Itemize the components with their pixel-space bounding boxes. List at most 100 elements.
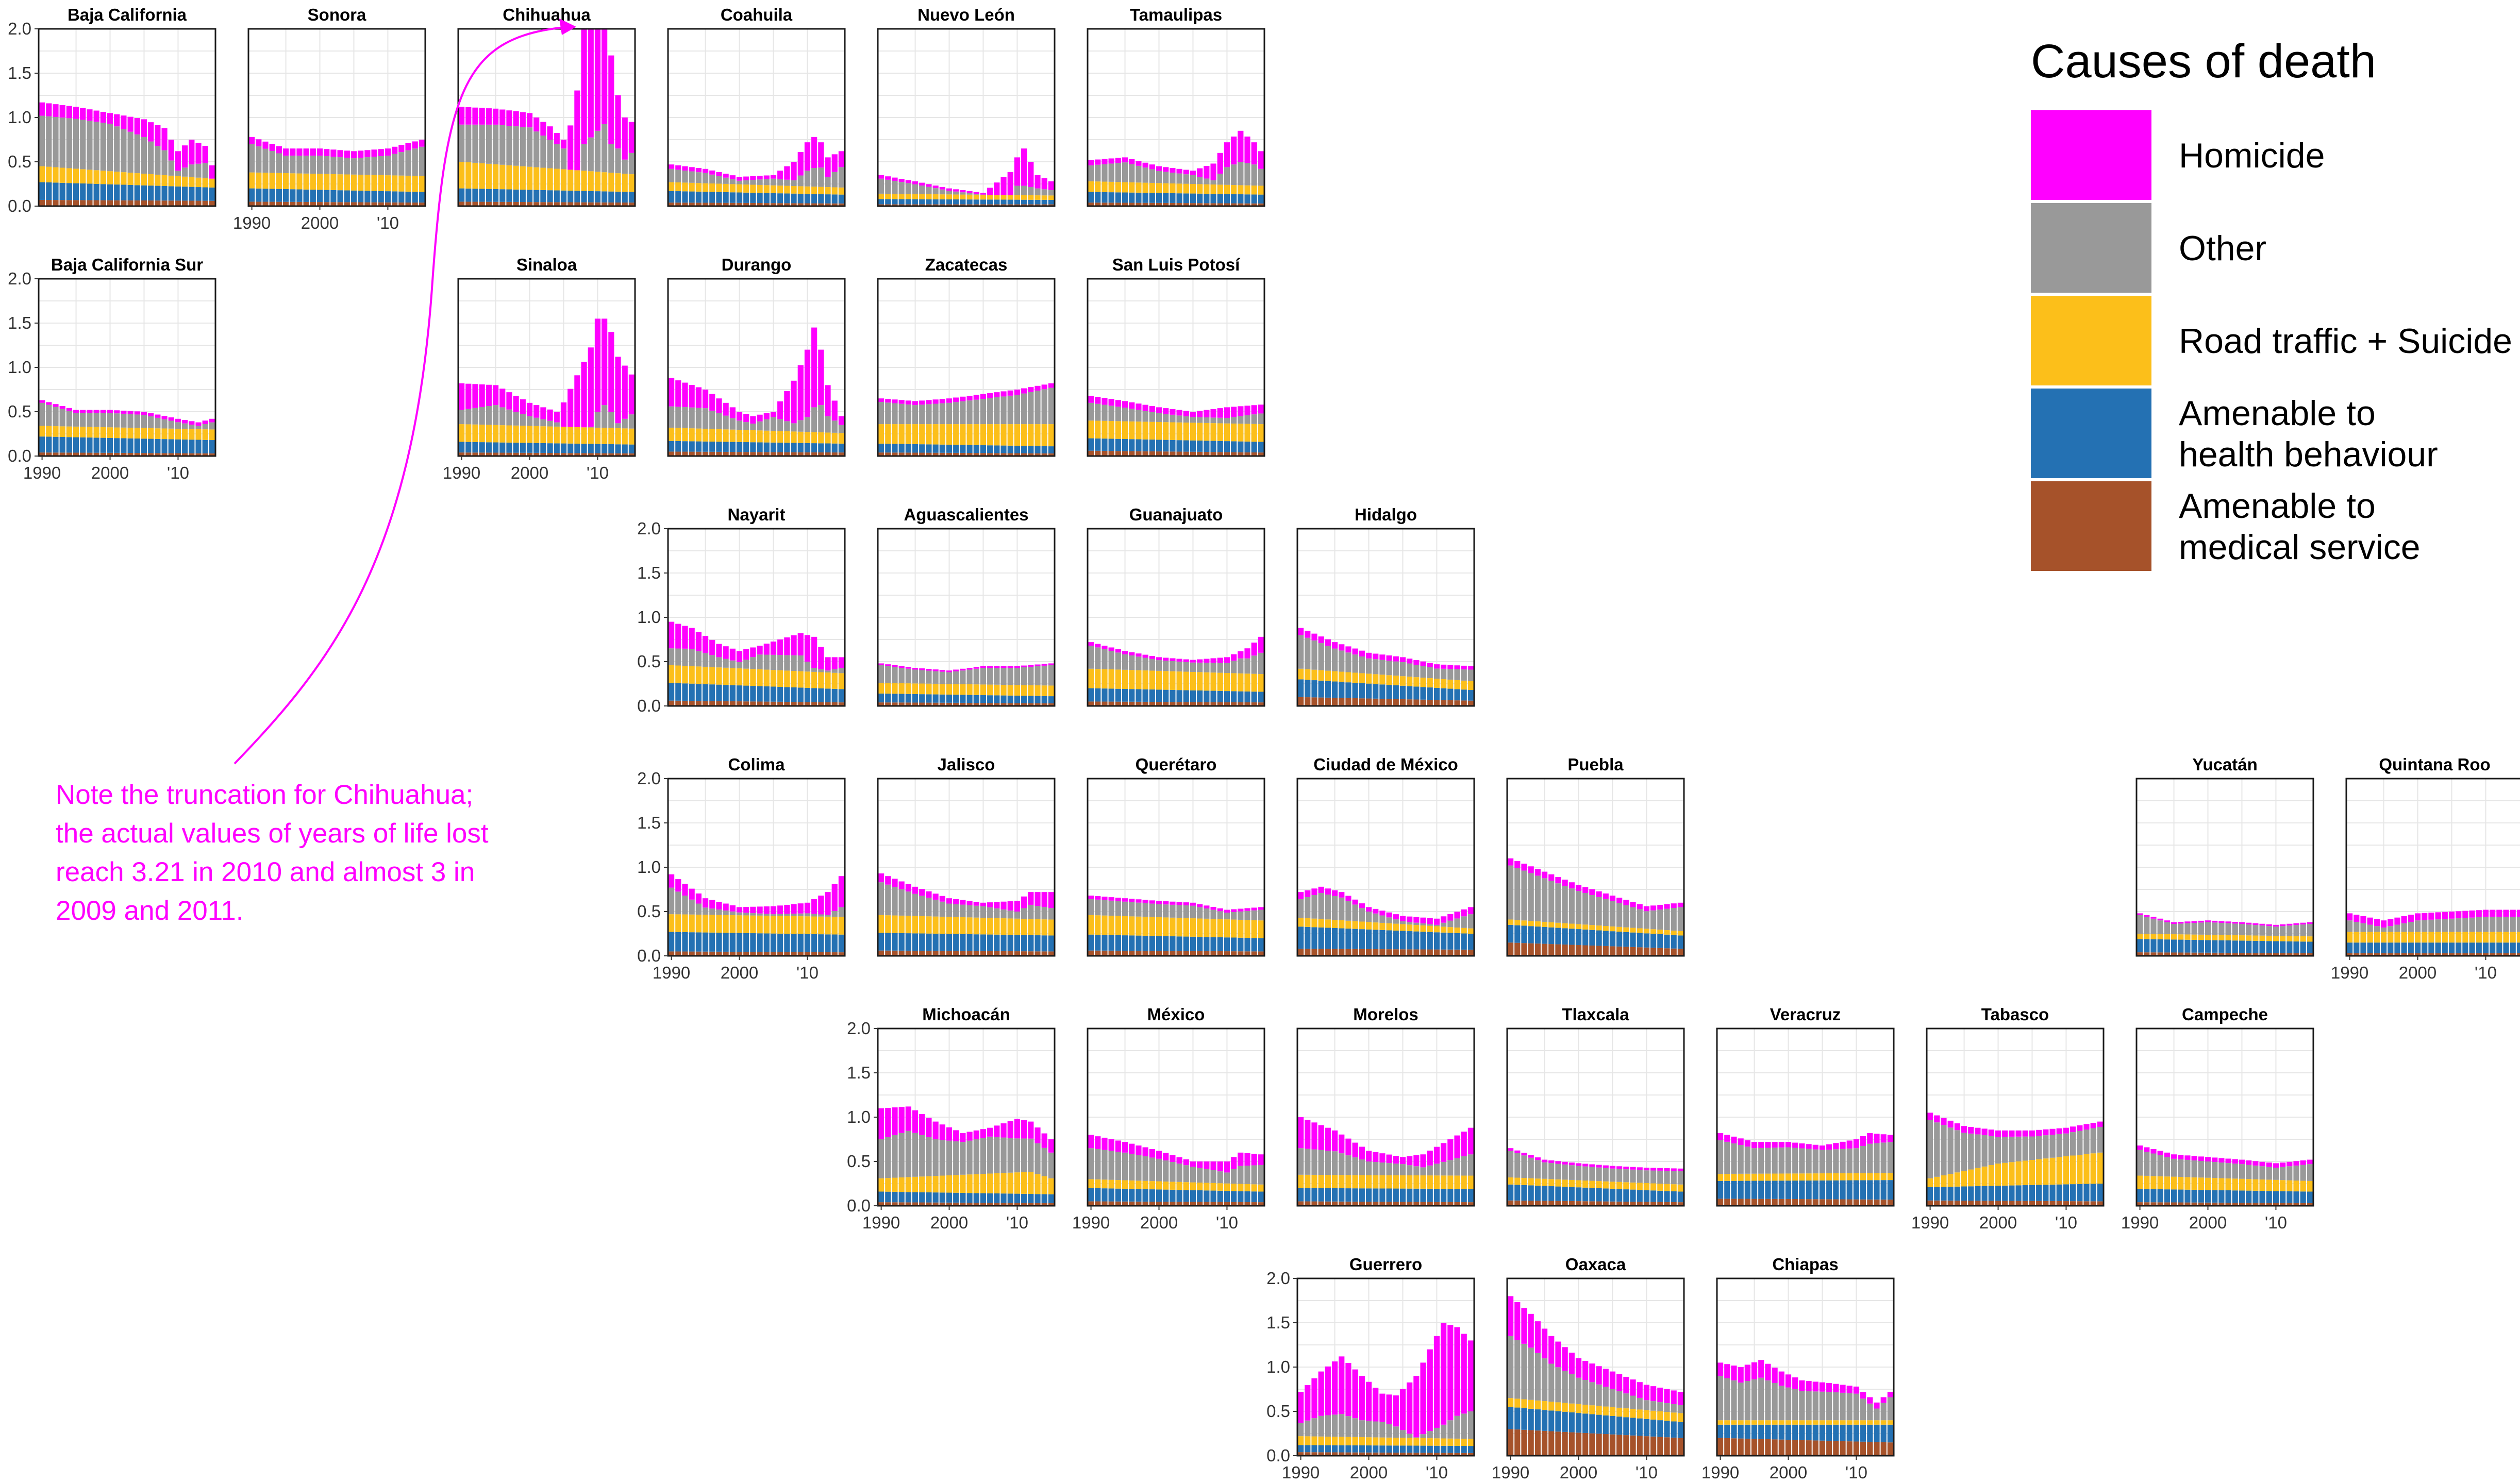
bar-rts [1339,1437,1345,1445]
bar-rts [898,1177,905,1192]
bar-ams [1129,203,1135,206]
bar-hom [2252,923,2259,925]
bar-ams [1352,949,1358,956]
panel-puebla: Puebla [1506,755,1685,957]
bar-ahb [1041,696,1047,703]
y-tick-label: 2.0 [8,19,31,38]
bar-oth [1637,1170,1643,1183]
bar-ahb [100,184,106,200]
bar-ahb [59,436,65,453]
bar-oth [1021,186,1027,195]
bar-ams [1441,1453,1447,1456]
bar-rts [1325,670,1331,681]
bar-hom [1441,1323,1447,1425]
bar-hom [1251,405,1257,415]
bar-oth [1785,1387,1792,1421]
bar-ams [898,950,905,956]
bar-hom [1238,1152,1244,1166]
bar-ams [2225,953,2231,956]
bar-ahb [1224,1191,1230,1202]
bar-hom [1724,1364,1730,1378]
bar-ahb [1163,1189,1169,1202]
bar-oth [1048,387,1054,425]
bar-oth [155,146,161,175]
bar-ahb [960,445,966,453]
bar-ams [825,203,831,206]
bar-hom [1887,1392,1893,1397]
bar-oth [1981,1135,1988,1167]
bar-hom [1528,1155,1534,1158]
bar-oth [1927,1120,1933,1178]
bar-ahb [2184,1189,2191,1203]
bar-oth [729,660,736,668]
bar-ams [1731,1438,1737,1456]
bar-hom [1359,1376,1365,1421]
bar-oth [1643,911,1650,929]
bar-hom [1528,866,1534,873]
bar-hom [2029,1130,2035,1137]
bar-oth [1616,903,1623,927]
bar-hom [1650,1168,1657,1171]
bar-oth [1014,395,1021,425]
bar-ams [479,201,485,206]
bar-ams [919,204,925,206]
bar-oth [1623,1393,1629,1409]
bar-hom [1399,916,1406,921]
bar-ams [100,200,106,206]
bar-oth [784,914,790,916]
panel-san-luis-potos-: San Luis Potosí [1087,255,1265,457]
bar-ams [506,452,512,456]
bar-rts [1021,1172,1027,1194]
bar-oth [1170,904,1176,918]
bar-ahb [729,192,736,203]
bar-hom [716,902,722,910]
bar-ams [2380,953,2387,956]
bar-hom [682,626,688,649]
bar-ahb [1041,1194,1047,1203]
bar-hom [2300,922,2306,925]
bar-ahb [1088,934,1094,951]
bar-ahb [1555,1411,1561,1432]
bar-oth [1258,909,1264,921]
bar-hom [581,361,587,428]
bar-rts [1210,1183,1216,1191]
bar-ahb [1000,1193,1007,1203]
bar-ahb [2388,942,2394,953]
bar-ams [324,202,330,206]
bar-hom [831,884,838,911]
bar-ahb [1176,936,1182,951]
bar-oth [1373,659,1379,675]
bar-rts [1129,182,1135,193]
panel-frame [457,278,636,457]
bar-hom [1170,1155,1176,1162]
bar-rts [608,428,614,445]
bar-rts [2476,932,2482,943]
bar-ams [973,204,979,206]
bar-oth [1021,667,1027,685]
bar-hom [743,907,749,913]
bar-hom [520,399,526,414]
bar-ams [1988,1201,1994,1206]
bar-ahb [1088,688,1094,702]
bar-ams [189,453,195,456]
bar-ahb [878,443,884,453]
bar-oth [2354,921,2360,932]
bar-ams [1399,1453,1406,1456]
bar-ams [1840,1441,1846,1456]
bar-ahb [1021,199,1027,205]
bar-ahb [1258,194,1264,204]
bar-ahb [1325,1188,1331,1202]
bar-oth [2090,1128,2096,1154]
bar-oth [486,124,492,164]
bar-rts [419,176,425,192]
bar-hom [709,170,715,175]
bar-hom [560,140,567,149]
bar-rts [1568,1179,1575,1187]
bar-ahb [1630,1189,1636,1202]
x-tick-label: 2000 [1140,1213,1178,1232]
y-tick-label: 2.0 [637,519,661,538]
bar-ahb [1129,935,1135,951]
bar-oth [1393,1164,1399,1175]
bar-ahb [2063,1184,2070,1202]
bar-hom [1197,411,1203,417]
